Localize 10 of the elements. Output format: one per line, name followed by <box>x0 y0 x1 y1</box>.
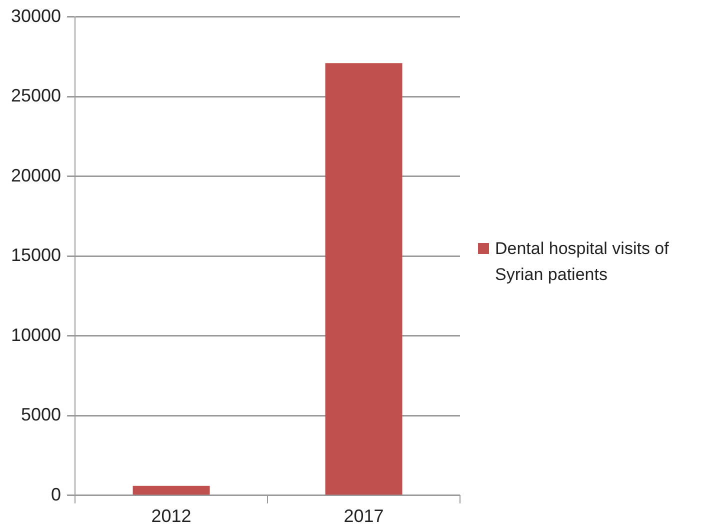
y-tick-label: 25000 <box>10 86 62 106</box>
y-tick-label: 10000 <box>10 324 62 345</box>
y-tick-label: 5000 <box>21 404 62 425</box>
y-tick-label: 0 <box>51 484 62 504</box>
x-tick-label: 2017 <box>344 506 384 526</box>
legend-label: Dental hospital visits of Syrian patients <box>495 238 670 286</box>
y-tick-label: 15000 <box>10 245 62 266</box>
x-tick-label: 2012 <box>151 506 192 526</box>
y-tick-label: 20000 <box>10 165 62 186</box>
y-tick-label: 30000 <box>10 6 62 26</box>
